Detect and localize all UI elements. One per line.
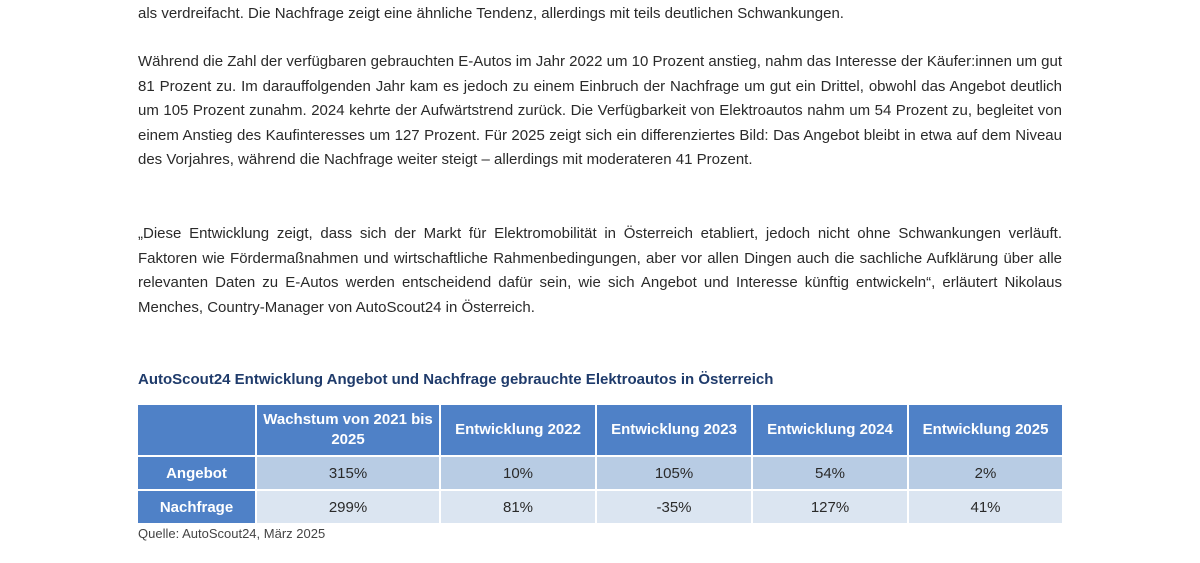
row-label: Nachfrage — [138, 489, 257, 523]
table-cell: 81% — [440, 489, 597, 523]
table-cell: 10% — [440, 455, 597, 490]
paragraph-intro-end: als verdreifacht. Die Nachfrage zeigt ei… — [138, 5, 844, 22]
table-cell: 315% — [256, 455, 441, 490]
table-cell: 299% — [256, 489, 441, 523]
table-cell: 105% — [596, 455, 753, 490]
table-header-cell: Entwicklung 2025 — [908, 405, 1062, 456]
table-header-cell: Wachstum von 2021 bis 2025 — [256, 405, 441, 456]
table-row: Angebot 315% 10% 105% 54% 2% — [138, 455, 1062, 490]
table-cell: 41% — [908, 489, 1062, 523]
source-note: Quelle: AutoScout24, März 2025 — [138, 526, 326, 541]
data-table: Wachstum von 2021 bis 2025 Entwicklung 2… — [138, 405, 1062, 523]
table-header-cell: Entwicklung 2023 — [596, 405, 753, 456]
table-cell: 54% — [752, 455, 909, 490]
table-header-cell: Entwicklung 2022 — [440, 405, 597, 456]
row-label: Angebot — [138, 455, 257, 490]
paragraph-quote: „Diese Entwicklung zeigt, dass sich der … — [138, 225, 1062, 316]
table-header-row: Wachstum von 2021 bis 2025 Entwicklung 2… — [138, 405, 1062, 456]
table-row: Nachfrage 299% 81% -35% 127% 41% — [138, 489, 1062, 523]
table-title: AutoScout24 Entwicklung Angebot und Nach… — [138, 371, 774, 388]
table-header-corner — [138, 405, 257, 456]
paragraph-development: Während die Zahl der verfügbaren gebrauc… — [138, 53, 1062, 168]
table-header-cell: Entwicklung 2024 — [752, 405, 909, 456]
table-cell: -35% — [596, 489, 753, 523]
table-cell: 127% — [752, 489, 909, 523]
table-cell: 2% — [908, 455, 1062, 490]
